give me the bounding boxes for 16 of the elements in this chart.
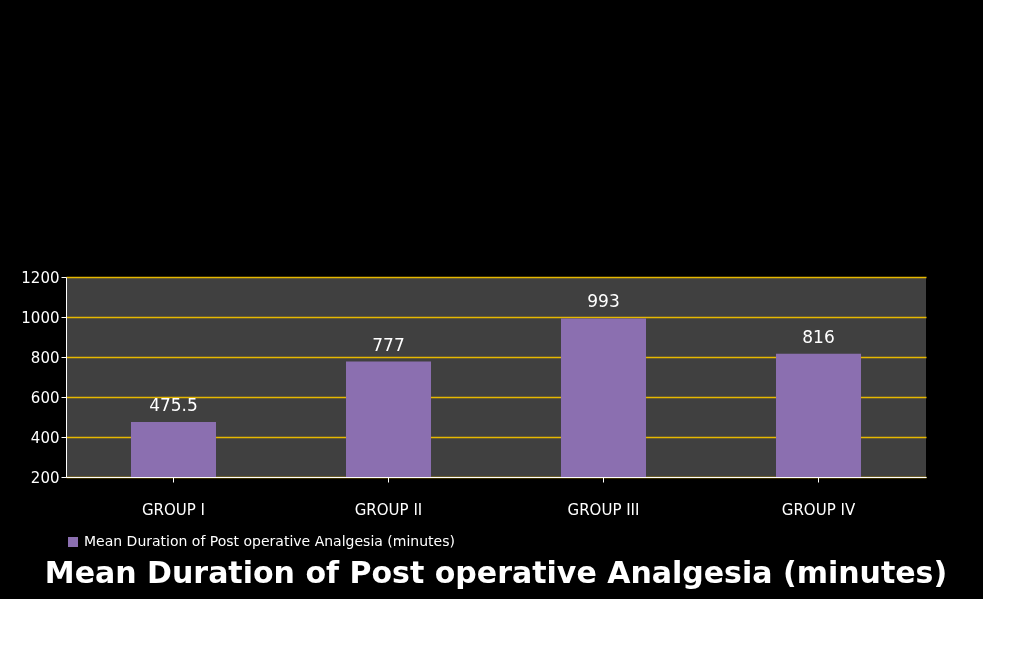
- y-tick-label: 1000: [21, 308, 60, 327]
- data-label: 475.5: [149, 394, 198, 415]
- data-label: 993: [587, 291, 620, 312]
- y-tick-label: 1200: [21, 268, 60, 287]
- legend-label: Mean Duration of Post operative Analgesia (minutes): [84, 533, 455, 549]
- y-tick-label: 400: [30, 428, 60, 447]
- x-tick-label: GROUP IV: [781, 500, 856, 519]
- x-tick-label: GROUP I: [141, 500, 206, 519]
- y-tick-label: 800: [30, 348, 60, 367]
- y-tick-label: 600: [30, 388, 60, 407]
- data-label: 777: [372, 334, 405, 355]
- text: Mean Duration of Post operative Analgesia (minutes): [44, 555, 948, 590]
- data-label: 816: [802, 326, 835, 347]
- y-tick-label: 200: [30, 468, 60, 487]
- x-tick-label: GROUP III: [567, 500, 640, 519]
- x-tick-label: GROUP II: [354, 500, 423, 519]
